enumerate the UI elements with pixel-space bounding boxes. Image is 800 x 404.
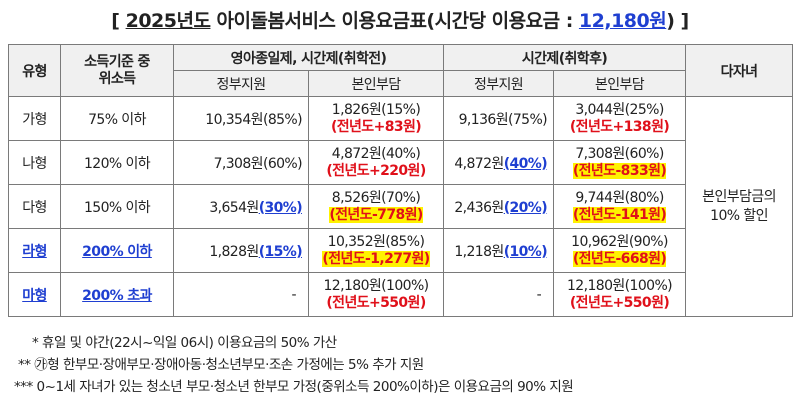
header-self-pay-2: 본인부담 <box>553 70 687 97</box>
footnote-1: * 휴일 및 야간(22시~익일 06시) 이용요금의 50% 가산 <box>32 335 337 351</box>
page-title: [ 2025년도 아이돌봄서비스 이용요금표(시간당 이용요금 : 12,180… <box>0 6 800 33</box>
footnotes: * 휴일 및 야간(22시~익일 06시) 이용요금의 50% 가산 ** ㉮형… <box>14 332 574 398</box>
row-type: 라형 <box>8 228 61 273</box>
row-income: 120% 이하 <box>60 140 174 185</box>
row-self-2: 10,962원(90%) (전년도-668원) <box>553 228 687 273</box>
row-self-2: 12,180원(100%) (전년도+550원) <box>553 272 687 317</box>
table-row: 나형 120% 이하 7,308원(60%) 4,872원(40%) (전년도+2… <box>8 140 793 185</box>
header-gov-support-2: 정부지원 <box>443 70 555 97</box>
header-income: 소득기준 중위소득 <box>60 44 174 97</box>
row-self-2: 9,744원(80%) (전년도-141원) <box>553 184 687 229</box>
row-self-1: 12,180원(100%) (전년도+550원) <box>307 272 445 317</box>
row-income: 200% 이하 <box>60 228 174 273</box>
title-close: ) ] <box>666 10 689 32</box>
header-group-preschool: 영아종일제, 시간제(취학전) <box>172 44 445 71</box>
title-main: 아이돌봄서비스 이용요금표(시간당 이용요금 : <box>210 10 579 32</box>
row-gov-2: 4,872원(40%) <box>443 140 555 185</box>
row-gov-2: 9,136원(75%) <box>443 96 555 141</box>
title-open-bracket: [ <box>111 10 120 32</box>
header-self-pay-1: 본인부담 <box>307 70 445 97</box>
row-self-2: 7,308원(60%) (전년도-833원) <box>553 140 687 185</box>
title-year: 2025년도 <box>125 10 211 32</box>
row-income: 75% 이하 <box>60 96 174 141</box>
row-gov-1: 3,654원(30%) <box>173 184 309 229</box>
row-self-1: 10,352원(85%) (전년도-1,277원) <box>307 228 445 273</box>
table-row: 마형 200% 초과 - 12,180원(100%) (전년도+550원) - 1… <box>8 272 793 317</box>
row-self-1: 8,526원(70%) (전년도-778원) <box>307 184 445 229</box>
row-income: 150% 이하 <box>60 184 174 229</box>
row-self-2: 3,044원(25%) (전년도+138원) <box>553 96 687 141</box>
row-gov-2: 2,436원(20%) <box>443 184 555 229</box>
table-row: 가형 75% 이하 10,354원(85%) 1,826원(15%) (전년도+8… <box>8 96 794 317</box>
multi-child-discount: 본인부담금의 10% 할인 <box>685 96 794 317</box>
header-gov-support-1: 정부지원 <box>173 70 309 97</box>
fee-table: 유형 소득기준 중위소득 영아종일제, 시간제(취학전) 시간제(취학후) 다자… <box>8 44 794 317</box>
row-gov-1: - <box>173 272 309 317</box>
row-gov-1: 1,828원(15%) <box>173 228 309 273</box>
header-type: 유형 <box>8 44 61 97</box>
row-type: 다형 <box>8 184 61 229</box>
row-self-1: 4,872원(40%) (전년도+220원) <box>307 140 445 185</box>
footnote-3: *** 0~1세 자녀가 있는 청소년 부모·청소년 한부모 가정(중위소득 2… <box>14 379 574 395</box>
row-self-1: 1,826원(15%) (전년도+83원) <box>307 96 445 141</box>
row-income: 200% 초과 <box>60 272 174 317</box>
row-gov-1: 10,354원(85%) <box>173 96 309 141</box>
row-gov-2: 1,218원(10%) <box>443 228 555 273</box>
footnote-2: ** ㉮형 한부모·장애부모·장애아동·청소년부모·조손 가정에는 5% 추가 … <box>18 357 424 373</box>
table-row: 다형 150% 이하 3,654원(30%) 8,526원(70%) (전년도-7… <box>8 184 793 229</box>
row-type: 마형 <box>8 272 61 317</box>
row-type: 나형 <box>8 140 61 185</box>
row-type: 가형 <box>8 96 61 141</box>
row-gov-1: 7,308원(60%) <box>173 140 309 185</box>
title-amount: 12,180원 <box>578 10 667 32</box>
table-row: 라형 200% 이하 1,828원(15%) 10,352원(85%) (전년도-… <box>8 228 793 273</box>
header-group-school: 시간제(취학후) <box>443 44 687 71</box>
row-gov-2: - <box>443 272 555 317</box>
header-multi-child: 다자녀 <box>685 44 794 97</box>
